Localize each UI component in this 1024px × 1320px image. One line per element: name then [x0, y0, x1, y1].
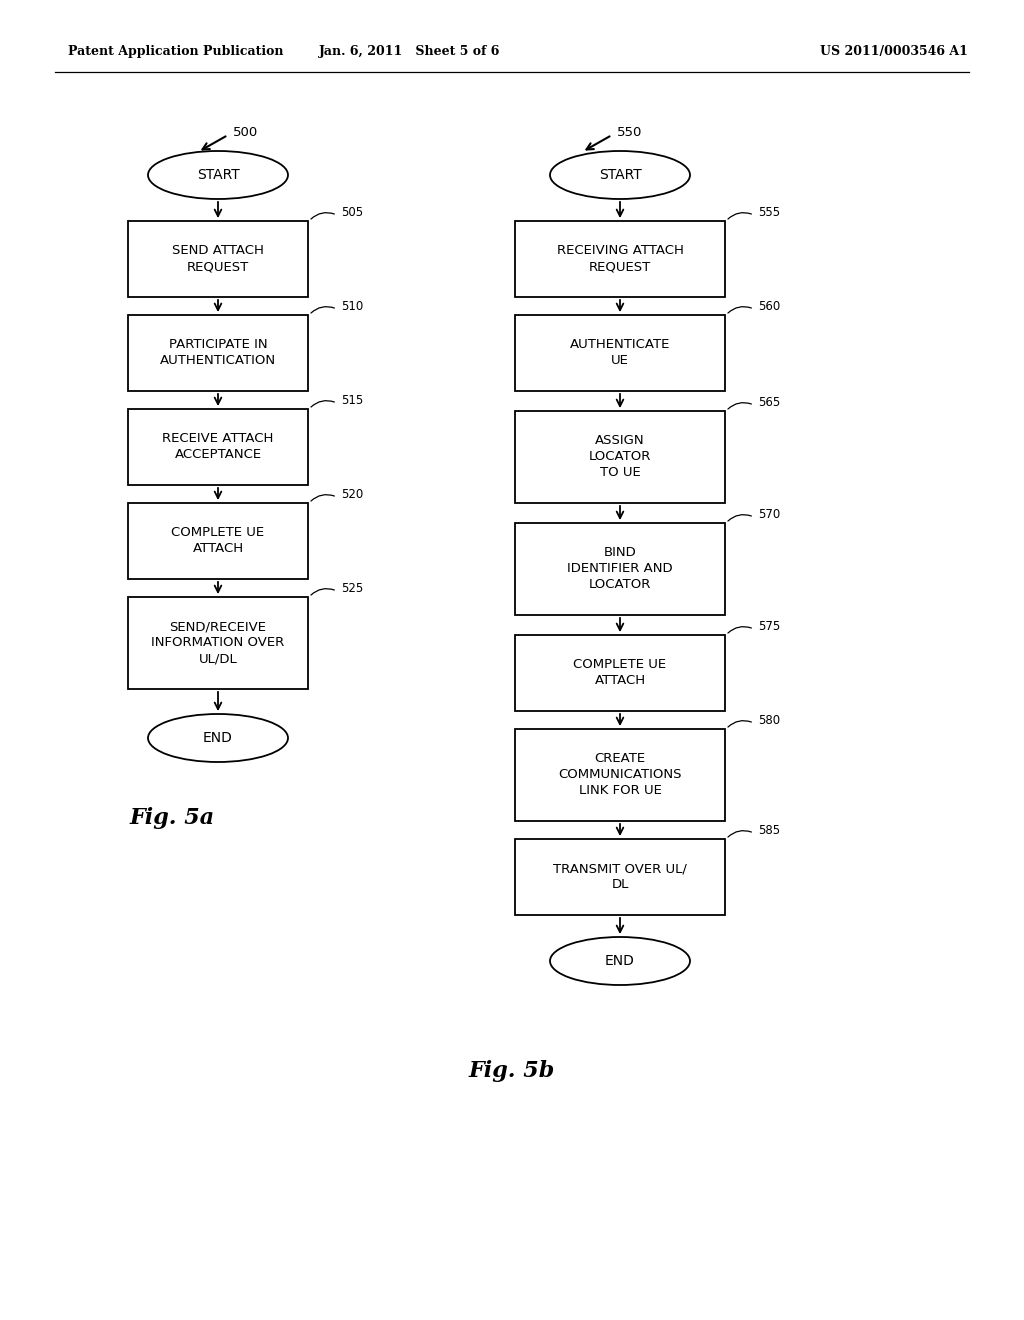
Text: END: END: [203, 731, 232, 744]
Text: BIND
IDENTIFIER AND
LOCATOR: BIND IDENTIFIER AND LOCATOR: [567, 546, 673, 591]
Bar: [515, 220, 725, 297]
Text: START: START: [599, 168, 641, 182]
Bar: [128, 503, 308, 579]
Text: Fig. 5a: Fig. 5a: [130, 807, 215, 829]
Text: US 2011/0003546 A1: US 2011/0003546 A1: [820, 45, 968, 58]
Bar: [515, 523, 725, 615]
Text: 555: 555: [758, 206, 780, 219]
Bar: [515, 635, 725, 711]
Text: 515: 515: [341, 395, 364, 408]
Text: ASSIGN
LOCATOR
TO UE: ASSIGN LOCATOR TO UE: [589, 434, 651, 479]
Bar: [515, 411, 725, 503]
Bar: [128, 597, 308, 689]
Text: 505: 505: [341, 206, 364, 219]
Bar: [515, 840, 725, 915]
Text: 570: 570: [758, 508, 780, 521]
Text: Jan. 6, 2011   Sheet 5 of 6: Jan. 6, 2011 Sheet 5 of 6: [319, 45, 501, 58]
Text: 525: 525: [341, 582, 364, 595]
Text: COMPLETE UE
ATTACH: COMPLETE UE ATTACH: [573, 659, 667, 688]
Text: TRANSMIT OVER UL/
DL: TRANSMIT OVER UL/ DL: [553, 862, 687, 891]
Bar: [515, 315, 725, 391]
Bar: [128, 409, 308, 484]
Text: COMPLETE UE
ATTACH: COMPLETE UE ATTACH: [171, 527, 264, 556]
Text: 550: 550: [617, 125, 642, 139]
Text: RECEIVING ATTACH
REQUEST: RECEIVING ATTACH REQUEST: [557, 244, 683, 273]
Text: 510: 510: [341, 301, 364, 314]
Text: START: START: [197, 168, 240, 182]
Text: END: END: [605, 954, 635, 968]
Text: 565: 565: [758, 396, 780, 409]
Text: 580: 580: [758, 714, 780, 727]
Bar: [128, 315, 308, 391]
Text: 500: 500: [233, 125, 258, 139]
Text: SEND/RECEIVE
INFORMATION OVER
UL/DL: SEND/RECEIVE INFORMATION OVER UL/DL: [152, 620, 285, 665]
Text: 520: 520: [341, 488, 364, 502]
Text: Fig. 5b: Fig. 5b: [469, 1060, 555, 1082]
Text: CREATE
COMMUNICATIONS
LINK FOR UE: CREATE COMMUNICATIONS LINK FOR UE: [558, 752, 682, 797]
Bar: [515, 729, 725, 821]
Text: RECEIVE ATTACH
ACCEPTANCE: RECEIVE ATTACH ACCEPTANCE: [163, 433, 273, 462]
Text: Patent Application Publication: Patent Application Publication: [68, 45, 284, 58]
Text: AUTHENTICATE
UE: AUTHENTICATE UE: [569, 338, 670, 367]
Text: PARTICIPATE IN
AUTHENTICATION: PARTICIPATE IN AUTHENTICATION: [160, 338, 276, 367]
Text: SEND ATTACH
REQUEST: SEND ATTACH REQUEST: [172, 244, 264, 273]
Text: 585: 585: [758, 825, 780, 837]
Bar: [128, 220, 308, 297]
Text: 575: 575: [758, 620, 780, 634]
Text: 560: 560: [758, 301, 780, 314]
